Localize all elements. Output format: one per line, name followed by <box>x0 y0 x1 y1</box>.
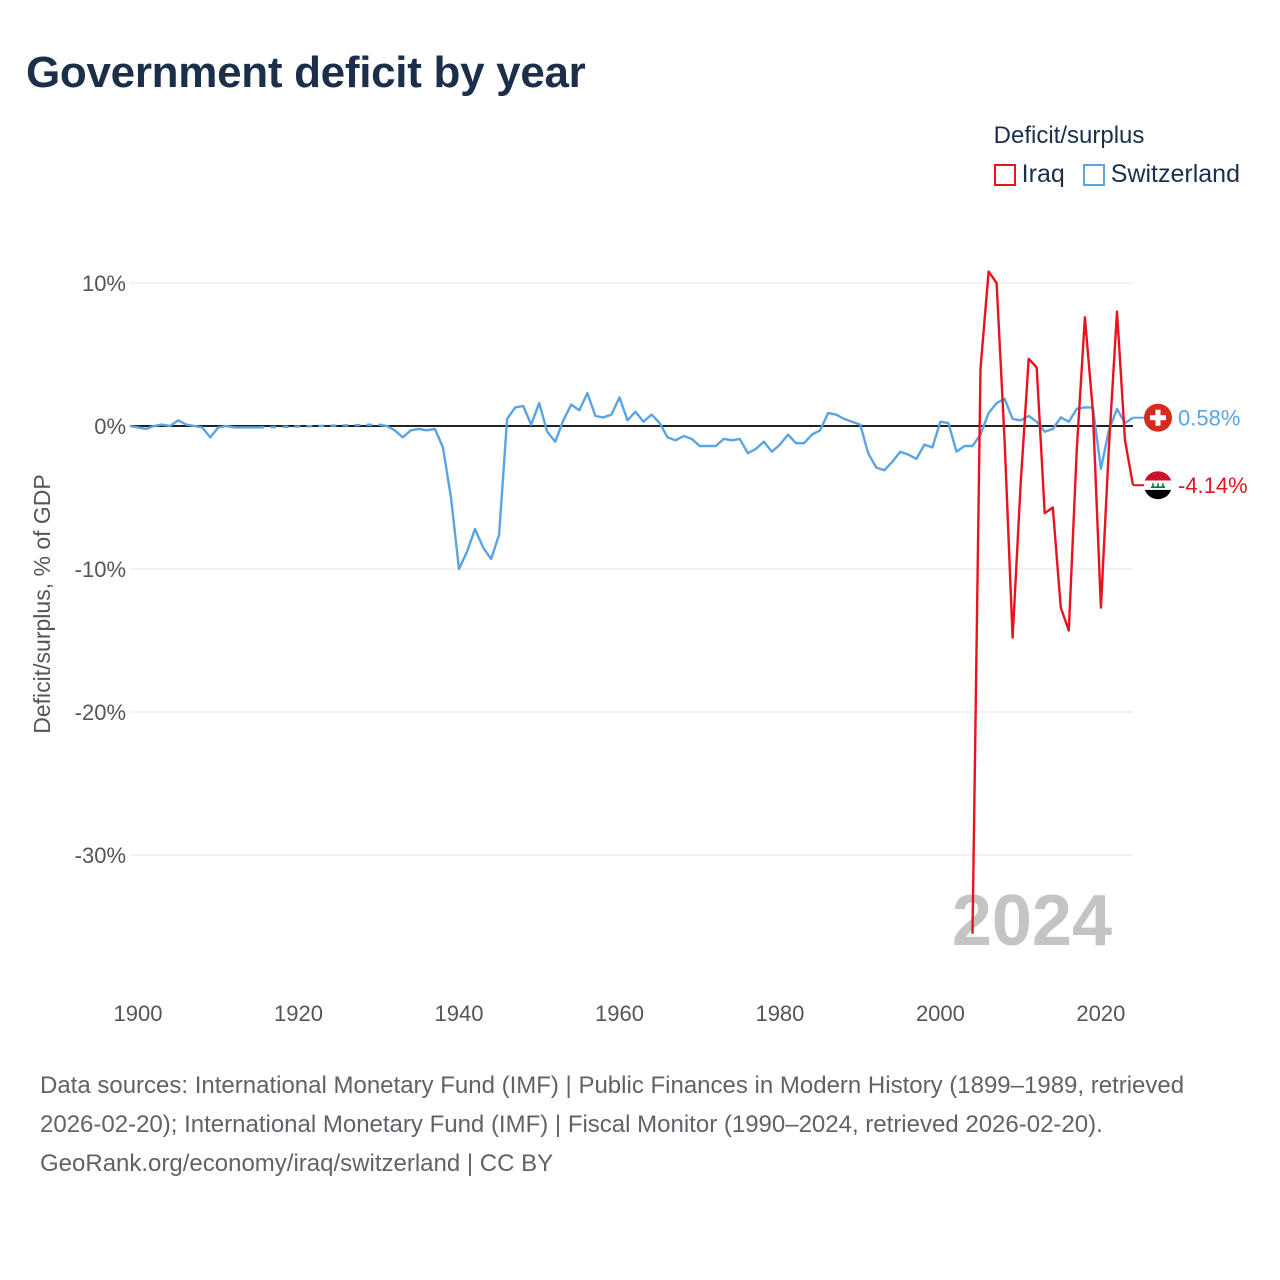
x-tick-label: 1900 <box>114 1001 163 1026</box>
series-line-iraq-0 <box>971 270 1135 934</box>
x-tick-label: 1920 <box>274 1001 323 1026</box>
end-label-switzerland: 0.58% <box>1178 406 1240 431</box>
year-watermark: 2024 <box>952 881 1112 961</box>
series-line-switzerland-1 <box>378 391 1134 571</box>
legend-swatch-iraq <box>993 163 1016 186</box>
series-line-switzerland-0 <box>129 419 259 439</box>
data-sources: Data sources: International Monetary Fun… <box>40 1072 1185 1138</box>
legend-label-iraq: Iraq <box>1021 160 1065 188</box>
y-tick-label: 10% <box>82 271 126 296</box>
series-line-switzerland-gap <box>258 423 379 429</box>
legend: Deficit/surplus Iraq Switzerland <box>993 122 1240 189</box>
legend-swatch-switzerland <box>1082 163 1105 186</box>
iraq-flag-icon <box>1144 471 1172 500</box>
x-tick-label: 1940 <box>435 1001 484 1026</box>
legend-label-switzerland: Switzerland <box>1110 160 1240 188</box>
y-tick-label: -10% <box>75 557 126 582</box>
x-tick-label: 1980 <box>755 1001 804 1026</box>
legend-item-iraq[interactable]: Iraq <box>993 160 1065 189</box>
x-tick-label: 2000 <box>916 1001 965 1026</box>
flag-stripe-red <box>1144 471 1172 482</box>
legend-item-switzerland[interactable]: Switzerland <box>1082 160 1240 189</box>
flag-takbir <box>1151 483 1165 489</box>
footer: Data sources: International Monetary Fun… <box>40 1066 1250 1183</box>
x-tick-label: 2020 <box>1076 1001 1125 1026</box>
flag-cross-horizontal <box>1150 415 1166 421</box>
y-tick-label: -20% <box>75 700 126 725</box>
flag-stripe-black <box>1144 489 1172 500</box>
credit-line: GeoRank.org/economy/iraq/switzerland | C… <box>40 1150 554 1177</box>
line-chart: 10% 0% -10% -20% -30% 1900 1920 1940 1960 1980 20… <box>29 270 1248 1026</box>
end-label-iraq: -4.14% <box>1178 473 1248 498</box>
y-axis-label: Deficit/surplus, % of GDP <box>29 474 55 733</box>
y-tick-label: -30% <box>75 843 126 868</box>
y-tick-label: 0% <box>94 414 126 439</box>
legend-title: Deficit/surplus <box>993 122 1145 149</box>
x-tick-label: 1960 <box>595 1001 644 1026</box>
chart-title: Government deficit by year <box>26 48 586 97</box>
